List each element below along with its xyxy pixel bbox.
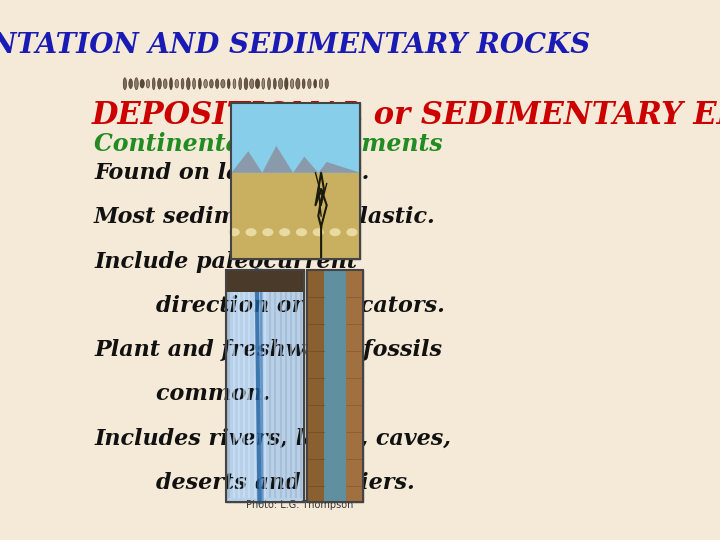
Polygon shape	[346, 270, 363, 502]
Ellipse shape	[290, 79, 294, 88]
Ellipse shape	[274, 78, 276, 89]
Ellipse shape	[123, 79, 127, 89]
Ellipse shape	[256, 78, 259, 90]
Bar	[307, 270, 363, 340]
Ellipse shape	[163, 78, 167, 90]
Ellipse shape	[308, 79, 311, 89]
Ellipse shape	[313, 79, 318, 88]
Ellipse shape	[146, 79, 150, 88]
Ellipse shape	[152, 78, 156, 90]
Text: Plant and freshwater fossils: Plant and freshwater fossils	[94, 339, 442, 361]
Ellipse shape	[330, 228, 341, 237]
Ellipse shape	[296, 78, 300, 90]
Ellipse shape	[210, 79, 214, 89]
Ellipse shape	[312, 228, 324, 237]
Ellipse shape	[233, 79, 237, 89]
Polygon shape	[231, 146, 360, 173]
Polygon shape	[307, 270, 324, 502]
Ellipse shape	[228, 228, 240, 237]
Ellipse shape	[244, 79, 248, 89]
Text: common.: common.	[94, 383, 270, 406]
Ellipse shape	[181, 79, 184, 89]
Ellipse shape	[238, 79, 242, 89]
Text: Most sediments are clastic.: Most sediments are clastic.	[94, 206, 436, 228]
Bar	[324, 270, 346, 502]
Bar	[231, 173, 360, 259]
Ellipse shape	[158, 78, 161, 90]
Ellipse shape	[279, 79, 283, 89]
Ellipse shape	[140, 78, 144, 90]
Text: Include paleocurrent: Include paleocurrent	[94, 251, 357, 273]
Ellipse shape	[325, 78, 328, 90]
Ellipse shape	[135, 79, 138, 89]
Ellipse shape	[346, 228, 358, 237]
Bar	[307, 270, 363, 502]
Text: Includes rivers, lakes, caves,: Includes rivers, lakes, caves,	[94, 428, 451, 450]
Ellipse shape	[204, 79, 207, 89]
Bar	[231, 103, 360, 259]
Ellipse shape	[246, 228, 256, 237]
Ellipse shape	[199, 79, 202, 88]
Text: Continental Environments: Continental Environments	[94, 132, 443, 156]
Ellipse shape	[262, 228, 274, 237]
Ellipse shape	[129, 79, 132, 89]
Text: deserts and glaciers.: deserts and glaciers.	[94, 472, 415, 494]
Text: DEPOSITIONAL or SEDIMENTARY ENVIRONMENTS: DEPOSITIONAL or SEDIMENTARY ENVIRONMENTS	[91, 100, 720, 131]
Text: SEDIMENTATION AND SEDIMENTARY ROCKS: SEDIMENTATION AND SEDIMENTARY ROCKS	[0, 32, 590, 59]
Ellipse shape	[261, 79, 266, 89]
Bar	[307, 270, 363, 502]
Ellipse shape	[176, 78, 178, 90]
Ellipse shape	[170, 79, 172, 89]
Ellipse shape	[319, 78, 323, 90]
Text: Found on landmasses.: Found on landmasses.	[94, 162, 369, 184]
Ellipse shape	[215, 79, 219, 89]
Bar	[226, 270, 305, 502]
Ellipse shape	[302, 79, 305, 88]
Ellipse shape	[250, 79, 253, 88]
Text: direction or indicators.: direction or indicators.	[94, 295, 445, 317]
Ellipse shape	[186, 79, 190, 89]
Ellipse shape	[227, 78, 230, 89]
Ellipse shape	[221, 78, 225, 90]
FancyBboxPatch shape	[231, 103, 360, 259]
Text: Photo: L.G. Thompson: Photo: L.G. Thompson	[246, 500, 354, 510]
Bar	[226, 270, 305, 502]
Ellipse shape	[284, 78, 288, 90]
Bar	[226, 270, 305, 292]
Bar	[231, 103, 360, 173]
Ellipse shape	[192, 79, 196, 89]
Ellipse shape	[279, 228, 290, 237]
Ellipse shape	[267, 78, 271, 89]
Ellipse shape	[296, 228, 307, 237]
